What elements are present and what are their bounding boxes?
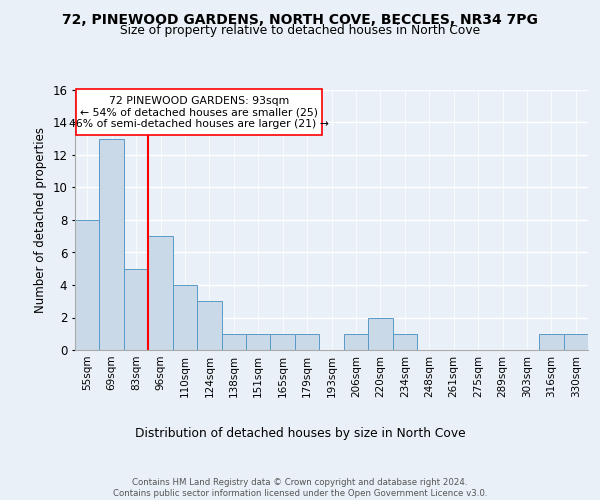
Bar <box>368 318 392 350</box>
Text: 72 PINEWOOD GARDENS: 93sqm
← 54% of detached houses are smaller (25)
46% of semi: 72 PINEWOOD GARDENS: 93sqm ← 54% of deta… <box>69 96 329 129</box>
Bar <box>539 334 563 350</box>
Bar <box>221 334 246 350</box>
Bar <box>246 334 271 350</box>
Bar <box>100 138 124 350</box>
FancyBboxPatch shape <box>76 89 322 136</box>
Bar <box>197 301 221 350</box>
Text: Contains HM Land Registry data © Crown copyright and database right 2024.
Contai: Contains HM Land Registry data © Crown c… <box>113 478 487 498</box>
Bar <box>75 220 100 350</box>
Text: Size of property relative to detached houses in North Cove: Size of property relative to detached ho… <box>120 24 480 37</box>
Y-axis label: Number of detached properties: Number of detached properties <box>34 127 47 313</box>
Bar <box>173 285 197 350</box>
Bar <box>295 334 319 350</box>
Bar <box>271 334 295 350</box>
Bar <box>392 334 417 350</box>
Bar <box>124 269 148 350</box>
Bar <box>344 334 368 350</box>
Text: Distribution of detached houses by size in North Cove: Distribution of detached houses by size … <box>134 428 466 440</box>
Text: 72, PINEWOOD GARDENS, NORTH COVE, BECCLES, NR34 7PG: 72, PINEWOOD GARDENS, NORTH COVE, BECCLE… <box>62 12 538 26</box>
Bar <box>148 236 173 350</box>
Bar <box>563 334 588 350</box>
